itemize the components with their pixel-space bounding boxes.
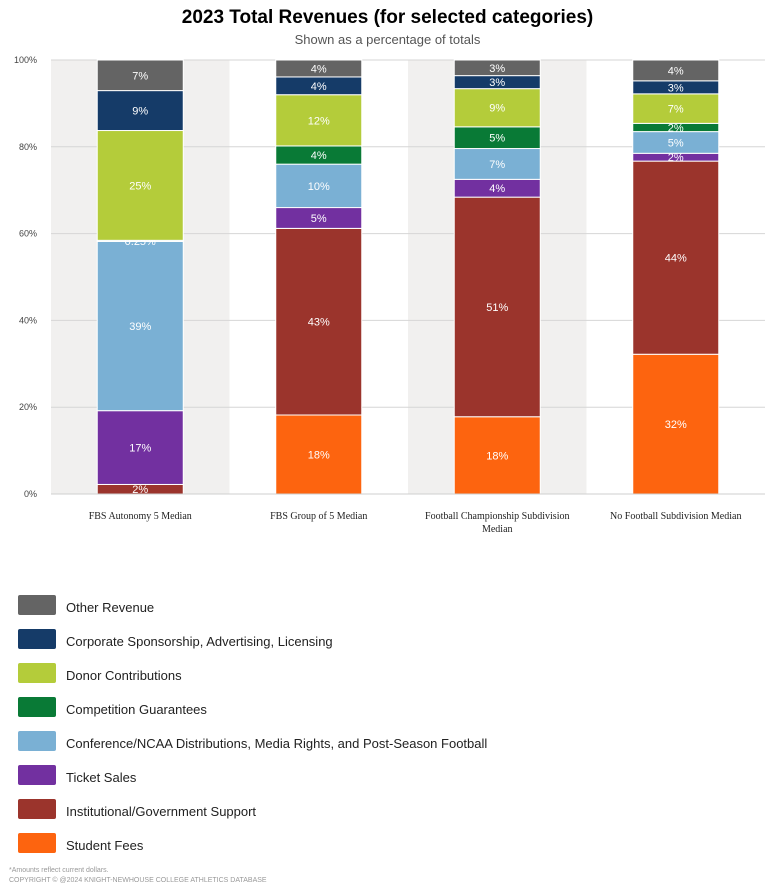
legend-item[interactable]: Corporate Sponsorship, Advertising, Lice…: [18, 620, 487, 654]
y-tick-label: 0%: [24, 489, 37, 499]
legend-item[interactable]: Student Fees: [18, 824, 487, 858]
chart-legend: Other Revenue Corporate Sponsorship, Adv…: [18, 586, 487, 858]
bar-segment: [453, 88, 541, 128]
bar-data-label: 25%: [129, 180, 151, 192]
bar-data-label: 18%: [486, 450, 508, 462]
legend-swatch: [18, 697, 56, 717]
bar-segment: [453, 196, 541, 418]
bar-data-label: 5%: [668, 137, 684, 149]
footnote: *Amounts reflect current dollars. COPYRI…: [9, 866, 267, 886]
legend-swatch: [18, 663, 56, 683]
legend-item[interactable]: Ticket Sales: [18, 756, 487, 790]
bar-data-label: 2%: [132, 484, 148, 496]
y-tick-label: 60%: [19, 229, 37, 239]
legend-swatch: [18, 833, 56, 853]
bar-data-label: 17%: [129, 443, 151, 455]
bar-data-label: 5%: [311, 213, 327, 225]
legend-label: Student Fees: [66, 837, 144, 853]
bar-data-label: 18%: [308, 450, 330, 462]
bar-data-label: 7%: [668, 104, 684, 116]
bar-data-label: 10%: [308, 181, 330, 193]
bar-data-label: 2%: [668, 152, 684, 164]
x-tick-label: Football Championship Subdivision: [425, 511, 569, 522]
legend-swatch: [18, 731, 56, 751]
bar-segment: [453, 59, 541, 77]
bar-data-label: 9%: [132, 106, 148, 118]
bar-segment: [275, 59, 363, 78]
bar-segment: [632, 59, 720, 82]
bar-segment: [632, 160, 720, 355]
bar-data-label: 9%: [489, 103, 505, 115]
x-tick-label: No Football Subdivision Median: [610, 511, 741, 522]
bar-segment: [632, 353, 720, 495]
bar-data-label: 3%: [489, 77, 505, 89]
bar-data-label: 7%: [132, 70, 148, 82]
x-tick-label: Median: [482, 524, 513, 535]
legend-label: Conference/NCAA Distributions, Media Rig…: [66, 735, 488, 751]
x-tick-label: FBS Group of 5 Median: [270, 511, 367, 522]
bar-segment: [96, 410, 184, 485]
bar-data-label: 39%: [129, 321, 151, 333]
legend-item[interactable]: Institutional/Government Support: [18, 790, 487, 824]
bar-data-label: 44%: [665, 253, 687, 265]
legend-item[interactable]: Donor Contributions: [18, 654, 487, 688]
y-tick-label: 100%: [14, 55, 37, 65]
bar-data-label: 4%: [489, 183, 505, 195]
bar-data-label: 4%: [668, 65, 684, 77]
chart-subtitle: Shown as a percentage of totals: [294, 32, 481, 47]
y-tick-label: 40%: [19, 315, 37, 325]
legend-label: Institutional/Government Support: [66, 803, 257, 819]
legend-swatch: [18, 629, 56, 649]
bar-data-label: 4%: [311, 81, 327, 93]
legend-label: Ticket Sales: [66, 769, 137, 785]
bar-data-label: 2%: [668, 122, 684, 134]
legend-label: Other Revenue: [66, 599, 155, 615]
bar-segment: [632, 93, 720, 124]
bar-data-label: 7%: [489, 159, 505, 171]
chart-title: 2023 Total Revenues (for selected catego…: [181, 7, 594, 28]
legend-item[interactable]: Other Revenue: [18, 586, 487, 620]
bar-data-label: 3%: [489, 63, 505, 75]
bar-segment: [275, 94, 363, 147]
bar-segment: [96, 130, 184, 241]
bar-data-label: 3%: [668, 82, 684, 94]
legend-item[interactable]: Conference/NCAA Distributions, Media Rig…: [18, 722, 487, 756]
bar-segment: [275, 227, 363, 416]
bar-data-label: 12%: [308, 115, 330, 127]
bar-segment: [453, 148, 541, 180]
bar-segment: [275, 414, 363, 495]
legend-swatch: [18, 799, 56, 819]
stacked-bar-chart: 0%20%40%60%80%100%2%17%39%0.25%25%9%7%FB…: [14, 55, 765, 535]
legend-label: Corporate Sponsorship, Advertising, Lice…: [66, 633, 333, 649]
bar-data-label: 4%: [311, 63, 327, 75]
legend-label: Competition Guarantees: [66, 701, 207, 717]
y-tick-label: 20%: [19, 402, 37, 412]
bar-data-label: 32%: [665, 419, 687, 431]
bar-data-label: 4%: [311, 150, 327, 162]
legend-swatch: [18, 595, 56, 615]
y-tick-label: 80%: [19, 142, 37, 152]
legend-swatch: [18, 765, 56, 785]
bar-data-label: 43%: [308, 317, 330, 329]
footnote-note: *Amounts reflect current dollars.: [9, 867, 109, 874]
footnote-copyright: COPYRIGHT © @2024 KNIGHT-NEWHOUSE COLLEG…: [9, 877, 267, 884]
bar-segment: [275, 163, 363, 209]
bar-segment: [96, 59, 184, 92]
bar-data-label: 51%: [486, 302, 508, 314]
legend-item[interactable]: Competition Guarantees: [18, 688, 487, 722]
x-tick-label: FBS Autonomy 5 Median: [89, 511, 192, 522]
bar-segment: [96, 240, 184, 412]
legend-label: Donor Contributions: [66, 667, 182, 683]
bar-data-label: 5%: [489, 133, 505, 145]
